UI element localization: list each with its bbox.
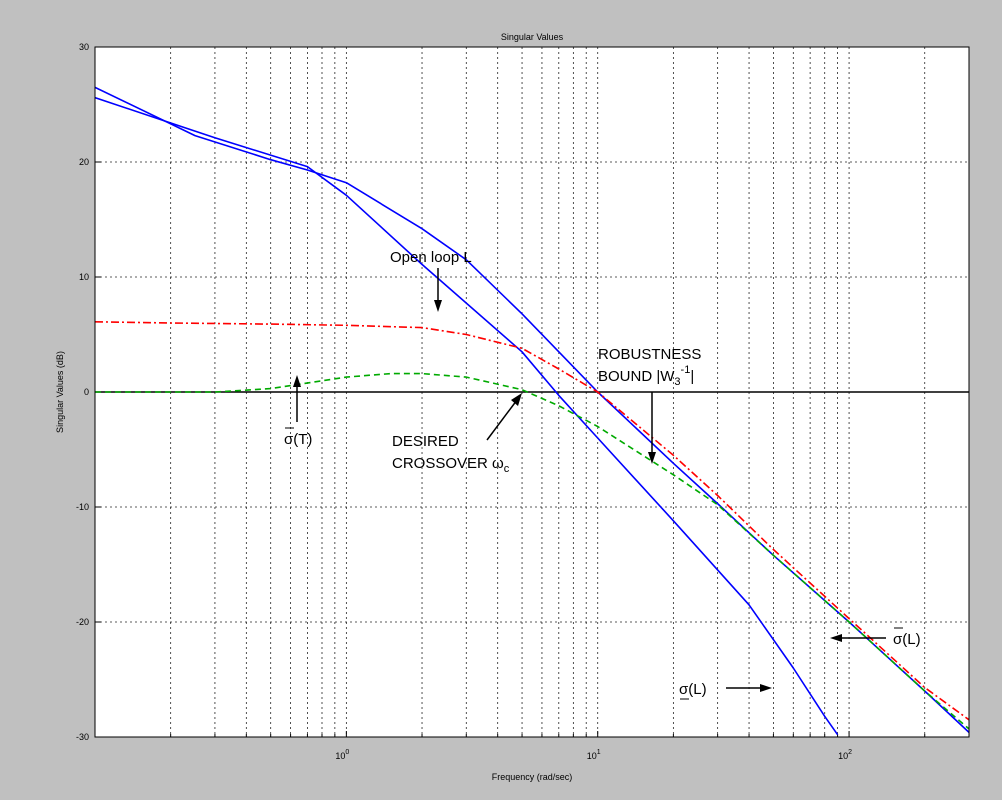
arrowhead-sigma-T <box>293 375 301 387</box>
desired-text: CROSSOVER ω <box>392 455 504 472</box>
y-tick-label: -20 <box>76 617 89 627</box>
x-tick-exponent: 1 <box>597 749 601 756</box>
chart-title: Singular Values <box>501 32 564 42</box>
annotation-sigma-L-min: σ(L) <box>679 681 707 698</box>
axes-frame <box>94 46 970 738</box>
arrowhead-sigma-L-min <box>760 684 772 692</box>
series-layer <box>95 86 969 736</box>
annotation-sigma-L-max: σ(L) <box>893 631 921 648</box>
arrowhead-open-loop <box>434 300 442 312</box>
series-line-2 <box>95 96 839 736</box>
x-tick-exponent: 2 <box>848 749 852 756</box>
x-tick-base: 10 <box>838 751 848 761</box>
y-axis-label: Singular Values (dB) <box>55 351 65 433</box>
x-tick-label: 102 <box>838 749 852 761</box>
x-tick-base: 10 <box>335 751 345 761</box>
annotation-desired-1: DESIRED <box>392 433 459 450</box>
sigma-L-min-label: (L) <box>688 681 706 698</box>
y-tick-label: 10 <box>79 272 89 282</box>
y-tick-label: 30 <box>79 42 89 52</box>
series-line-3 <box>95 321 969 721</box>
robustness-subscript: 3 <box>674 376 680 388</box>
y-tick-label: 0 <box>84 387 89 397</box>
x-tick-base: 10 <box>587 751 597 761</box>
x-axis-label: Frequency (rad/sec) <box>492 772 573 782</box>
arrowhead-sigma-L-max <box>830 634 842 642</box>
annotation-sigma-T: σ(T) <box>284 431 312 448</box>
arrowhead-robustness <box>648 452 656 464</box>
desired-subscript: c <box>504 463 510 475</box>
sigma-L-max-symbol: σ <box>893 631 903 648</box>
sigma-T-label: (T) <box>293 431 312 448</box>
x-tick-label: 101 <box>587 749 601 761</box>
sigma-T-symbol: σ <box>284 431 294 448</box>
sigma-L-max-label: (L) <box>902 631 920 648</box>
y-tick-label: -10 <box>76 502 89 512</box>
arrowhead-desired <box>511 393 522 406</box>
arrow-desired <box>486 399 518 441</box>
y-tick-label: -30 <box>76 732 89 742</box>
annotation-robustness-2: BOUND |W3-1| <box>598 364 694 388</box>
y-tick-label: 20 <box>79 157 89 167</box>
sigma-L-min-symbol: σ <box>679 681 689 698</box>
x-tick-exponent: 0 <box>345 749 349 756</box>
robustness-superscript: -1 <box>681 364 691 376</box>
annotation-desired-2: CROSSOVER ωc <box>392 455 510 475</box>
series-line-4 <box>95 372 969 730</box>
annotation-robustness-1: ROBUSTNESS <box>598 346 701 363</box>
robustness-end: | <box>690 368 694 385</box>
annotation-open-loop: Open loop L <box>390 249 472 266</box>
robustness-text: BOUND |W <box>598 368 675 385</box>
x-tick-label: 100 <box>335 749 349 761</box>
